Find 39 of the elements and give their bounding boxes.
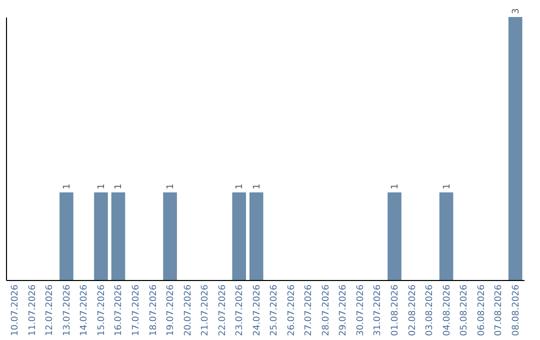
data-label: 1 [62, 184, 72, 190]
x-tick-label: 20.07.2026 [183, 284, 194, 336]
x-tick-label: 02.08.2026 [408, 284, 418, 336]
x-tick-label: 31.07.2026 [373, 284, 384, 336]
data-label: 1 [114, 184, 124, 190]
x-tick-label: 25.07.2026 [270, 284, 280, 336]
x-tick-label: 10.07.2026 [10, 284, 21, 336]
x-tick-label: 30.07.2026 [356, 284, 366, 336]
x-tick-label: 24.07.2026 [252, 284, 262, 336]
x-tick-label: 15.07.2026 [96, 284, 107, 336]
x-tick-label: 22.07.2026 [218, 284, 228, 336]
x-tick-label: 18.07.2026 [148, 284, 159, 336]
x-tick-label: 26.07.2026 [286, 284, 297, 336]
x-tick-label: 28.07.2026 [321, 284, 332, 336]
x-tick-label: 08.08.2026 [511, 284, 522, 336]
x-tick-label: 13.07.2026 [62, 284, 72, 336]
x-tick-label: 29.07.2026 [338, 284, 349, 336]
x-tick-label: 03.08.2026 [425, 284, 436, 336]
x-tick-label: 27.07.2026 [304, 284, 314, 336]
x-tick-label: 12.07.2026 [45, 284, 56, 336]
x-tick-label: 05.08.2026 [460, 284, 470, 336]
data-label: 1 [390, 184, 400, 190]
x-tick-label: 19.07.2026 [166, 284, 176, 336]
data-label: 1 [442, 184, 452, 190]
x-tick-label: 14.07.2026 [80, 284, 90, 336]
x-tick-label: 17.07.2026 [132, 284, 142, 336]
data-label: 1 [235, 184, 246, 190]
data-label: 1 [96, 184, 107, 190]
x-tick-label: 04.08.2026 [442, 284, 452, 336]
x-tick-label: 11.07.2026 [28, 284, 38, 336]
x-tick-label: 06.08.2026 [476, 284, 487, 336]
x-tick-label: 16.07.2026 [114, 284, 124, 336]
x-tick-label: 01.08.2026 [390, 284, 400, 336]
data-label: 1 [252, 184, 262, 190]
data-label: 1 [166, 184, 176, 190]
x-tick-label: 23.07.2026 [235, 284, 246, 336]
x-tick-label: 21.07.2026 [200, 284, 211, 336]
data-label: 3 [511, 8, 522, 14]
x-tick-label: 07.08.2026 [494, 284, 504, 336]
